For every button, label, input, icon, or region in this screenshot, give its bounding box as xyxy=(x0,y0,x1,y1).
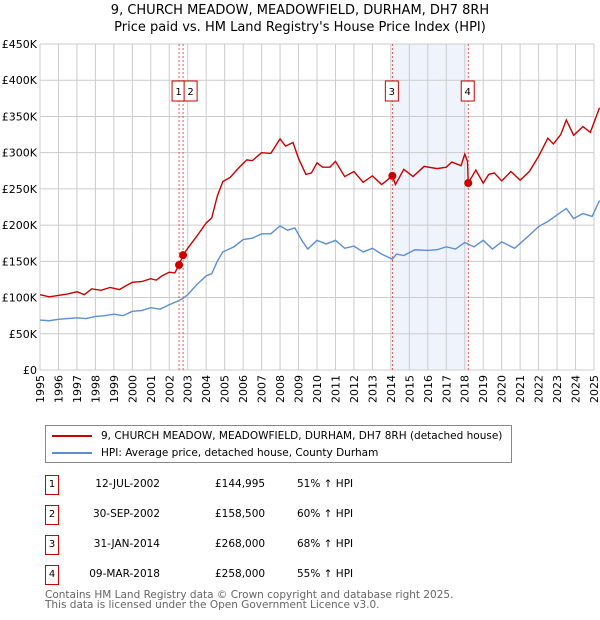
y-tick-label: £400K xyxy=(2,74,38,87)
sale-number-badge: 1 xyxy=(45,475,59,495)
sale-point xyxy=(179,251,188,260)
x-tick-label: 1996 xyxy=(52,375,65,403)
x-tick-label: 1997 xyxy=(71,375,84,403)
sale-date: 31-JAN-2014 xyxy=(93,538,160,550)
sale-date: 30-SEP-2002 xyxy=(92,508,160,520)
sale-marker-label: 1 xyxy=(175,87,181,98)
x-tick-label: 2019 xyxy=(477,375,490,403)
sale-number-badge: 4 xyxy=(45,565,59,585)
sale-price: £268,000 xyxy=(215,538,266,550)
x-tick-label: 2002 xyxy=(163,375,176,403)
sale-row: 1 12-JUL-2002 £144,995 51% ↑ HPI xyxy=(45,475,445,495)
x-tick-label: 2011 xyxy=(329,375,342,403)
y-tick-label: £50K xyxy=(9,328,38,341)
sale-marker-box xyxy=(460,80,475,102)
sale-hpi-diff: 55% ↑ HPI xyxy=(297,568,354,580)
chart-plot: £0 £50K £100K £150K £200K £250K £300K £350K £400… xyxy=(2,38,600,403)
sale-date: 12-JUL-2002 xyxy=(95,478,160,490)
sale-hpi-diff: 68% ↑ HPI xyxy=(297,538,354,550)
sale-row: 4 09-MAR-2018 £258,000 55% ↑ HPI xyxy=(45,565,445,585)
sale-point xyxy=(175,260,184,269)
sale-point xyxy=(464,179,473,188)
x-tick-label: 2024 xyxy=(570,375,583,403)
x-tick-label: 1995 xyxy=(34,375,47,403)
x-tick-label: 2014 xyxy=(385,375,398,403)
footer-copyright: Contains HM Land Registry data © Crown c… xyxy=(45,589,454,601)
x-tick-label: 2009 xyxy=(293,375,306,403)
x-tick-label: 2017 xyxy=(440,375,453,403)
sale-marker-label: 4 xyxy=(465,87,471,98)
x-tick-label: 2003 xyxy=(182,375,195,403)
x-tick-label: 2025 xyxy=(588,375,600,403)
legend-label-property: 9, CHURCH MEADOW, MEADOWFIELD, DURHAM, D… xyxy=(101,430,503,442)
x-tick-label: 2020 xyxy=(496,375,509,403)
x-tick-label: 2022 xyxy=(533,375,546,403)
sale-hpi-diff: 51% ↑ HPI xyxy=(297,478,354,490)
x-tick-label: 2008 xyxy=(274,375,287,403)
y-tick-label: £200K xyxy=(2,219,38,232)
legend-swatch-hpi xyxy=(52,452,92,454)
legend-swatch-property xyxy=(52,435,92,437)
chart-title: 9, CHURCH MEADOW, MEADOWFIELD, DURHAM, D… xyxy=(110,3,490,18)
sale-marker-box xyxy=(183,80,198,102)
sale-point xyxy=(388,171,397,180)
x-tick-label: 2013 xyxy=(366,375,379,403)
chart-subtitle: Price paid vs. HM Land Registry's House … xyxy=(114,20,486,35)
legend: 9, CHURCH MEADOW, MEADOWFIELD, DURHAM, D… xyxy=(45,425,512,463)
x-tick-label: 2021 xyxy=(514,375,527,403)
sale-row: 3 31-JAN-2014 £268,000 68% ↑ HPI xyxy=(45,535,445,555)
x-tick-label: 2023 xyxy=(551,375,564,403)
hpi-line xyxy=(39,200,600,322)
x-tick-label: 2012 xyxy=(348,375,361,403)
x-tick-label: 2018 xyxy=(459,375,472,403)
x-tick-label: 2005 xyxy=(219,375,232,403)
x-tick-label: 2006 xyxy=(237,375,250,403)
sale-price: £144,995 xyxy=(215,478,266,490)
sale-hpi-diff: 60% ↑ HPI xyxy=(297,508,354,520)
x-tick-label: 2004 xyxy=(200,375,213,403)
sale-row: 2 30-SEP-2002 £158,500 60% ↑ HPI xyxy=(45,505,445,525)
y-tick-label: £0 xyxy=(23,364,37,377)
y-tick-label: £150K xyxy=(2,255,38,268)
y-tick-label: £300K xyxy=(2,147,38,160)
sale-date: 09-MAR-2018 xyxy=(89,568,160,580)
x-tick-label: 2010 xyxy=(311,375,324,403)
sale-price: £158,500 xyxy=(215,508,266,520)
x-tick-label: 1998 xyxy=(89,375,102,403)
y-tick-label: £100K xyxy=(2,292,38,305)
sale-number-badge: 3 xyxy=(45,535,59,555)
sale-marker-box xyxy=(384,80,399,102)
x-tick-label: 2007 xyxy=(256,375,269,403)
x-tick-label: 1999 xyxy=(108,375,121,403)
legend-label-hpi: HPI: Average price, detached house, Coun… xyxy=(101,447,379,459)
sale-price: £258,000 xyxy=(215,568,266,580)
x-tick-label: 2000 xyxy=(126,375,139,403)
sale-marker-label: 2 xyxy=(187,87,193,98)
y-tick-label: £450K xyxy=(2,38,38,51)
footer-licence: This data is licensed under the Open Gov… xyxy=(45,599,380,611)
y-tick-label: £350K xyxy=(2,110,38,123)
y-tick-label: £250K xyxy=(2,183,38,196)
x-tick-label: 2015 xyxy=(403,375,416,403)
shaded-period xyxy=(392,44,469,370)
property-price-line xyxy=(39,107,600,298)
x-tick-label: 2016 xyxy=(422,375,435,403)
sale-number-badge: 2 xyxy=(45,505,59,525)
sale-marker-label: 3 xyxy=(389,87,395,98)
x-tick-label: 2001 xyxy=(145,375,158,403)
